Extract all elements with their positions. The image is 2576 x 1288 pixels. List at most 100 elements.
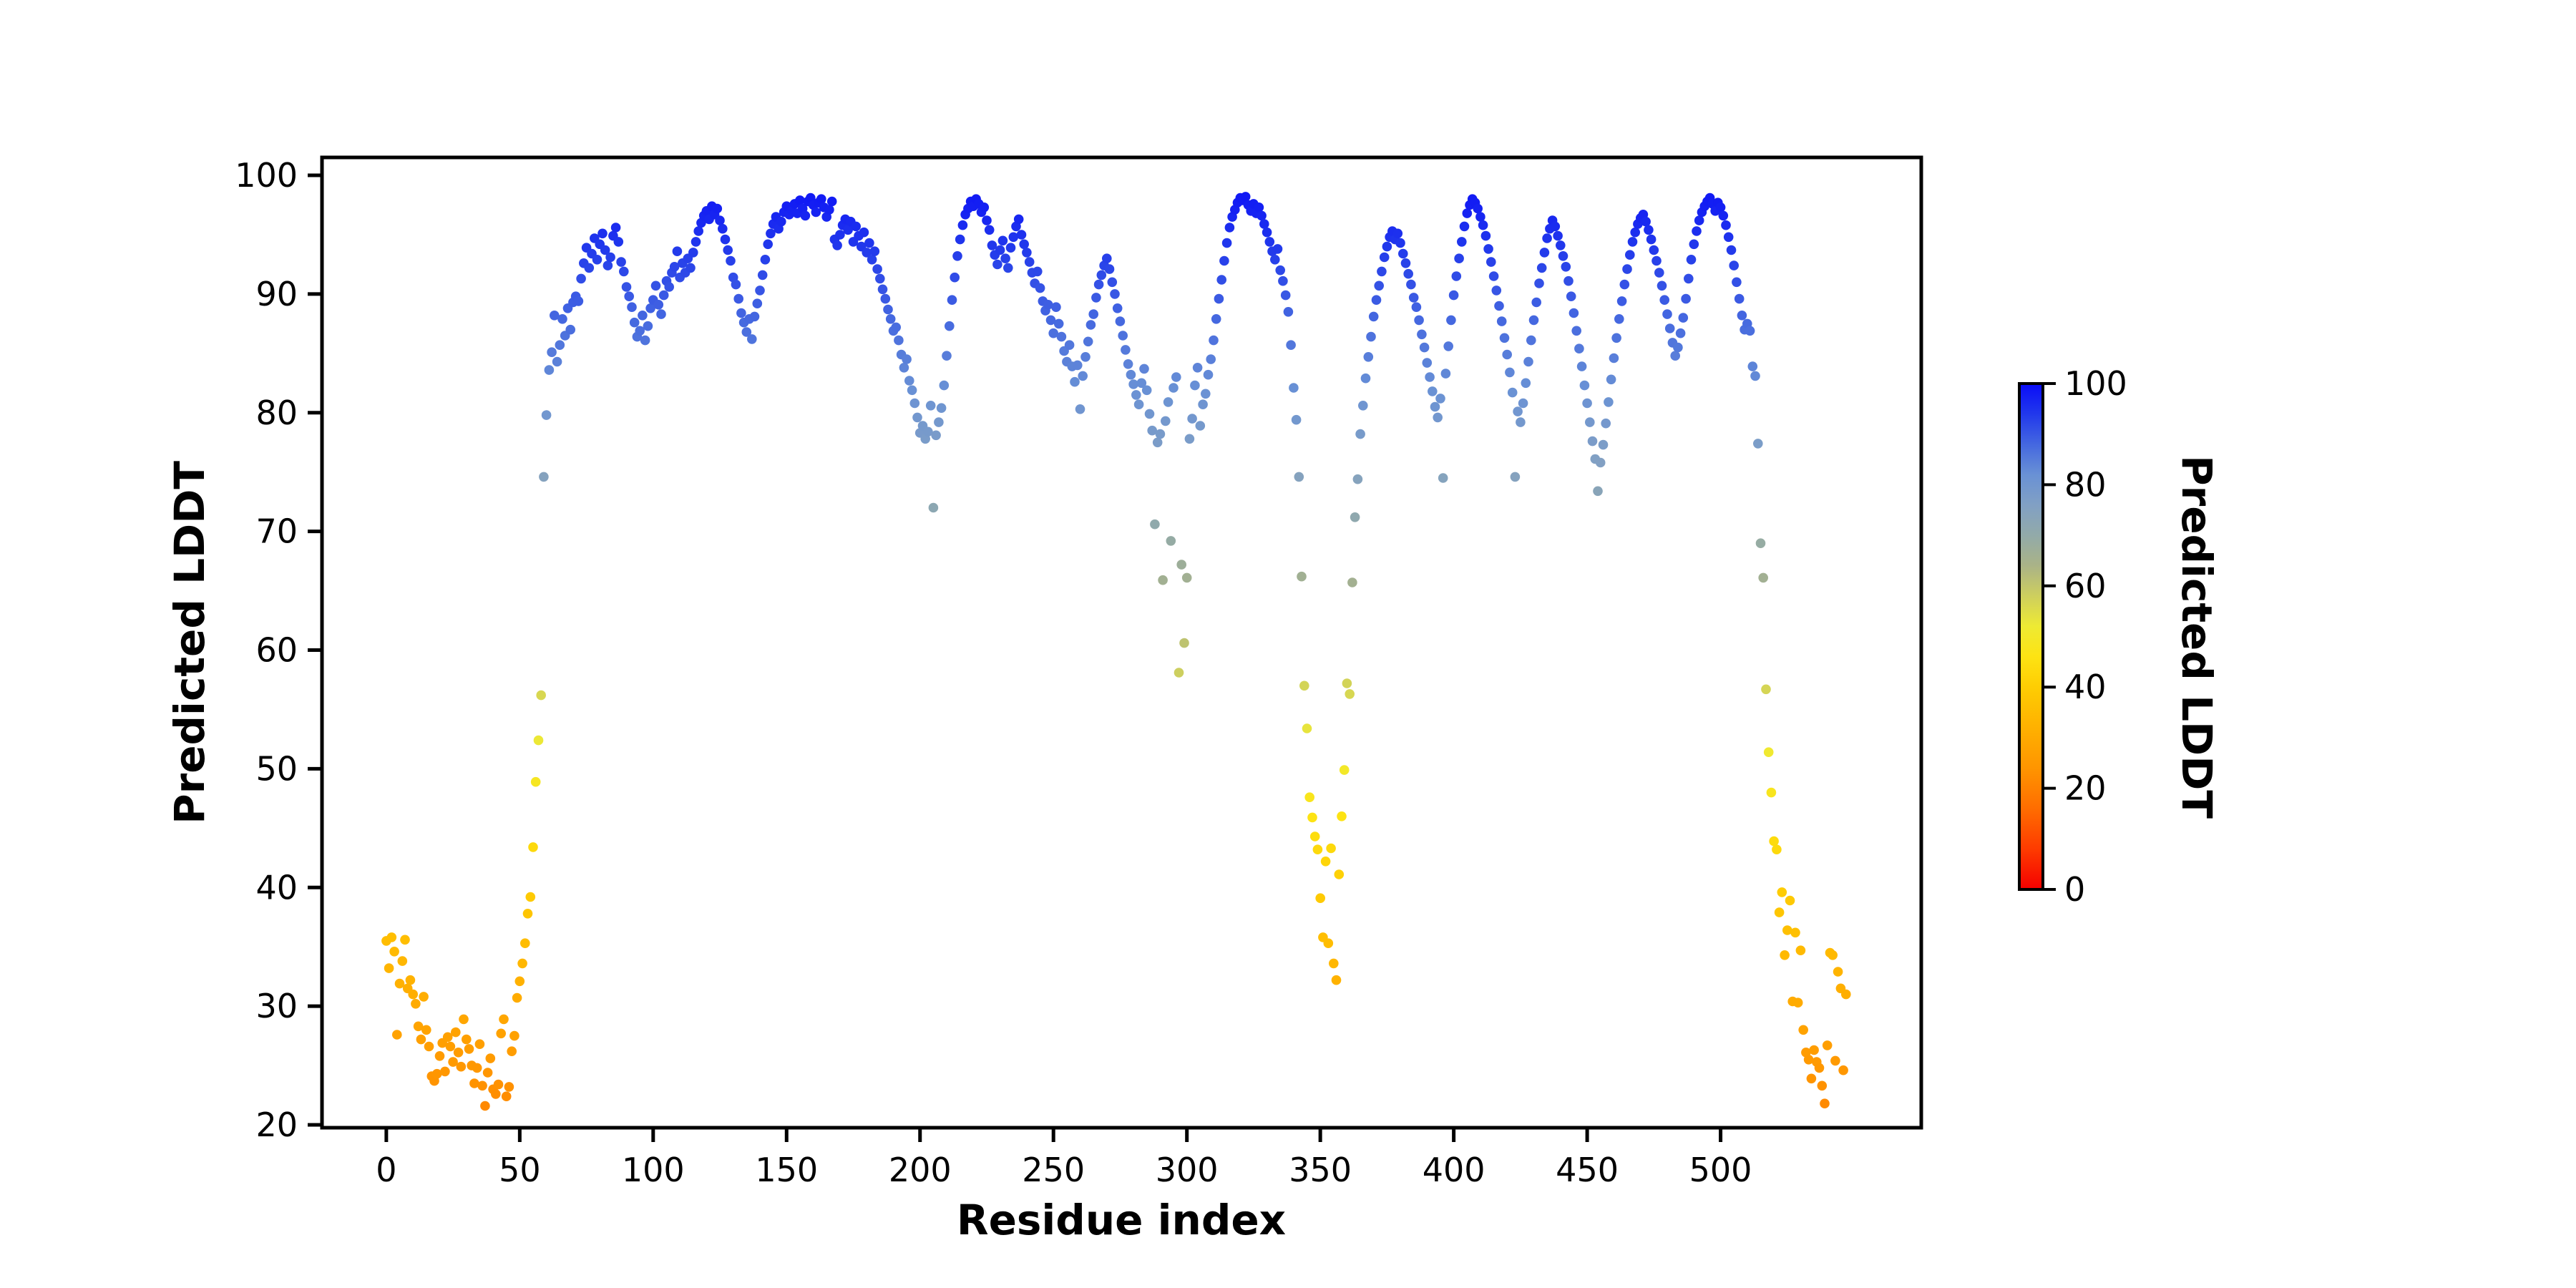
data-point — [1822, 1040, 1833, 1050]
data-point — [760, 255, 771, 265]
data-point — [1563, 275, 1574, 286]
data-point — [755, 286, 765, 296]
data-point — [1302, 723, 1312, 733]
data-point — [766, 228, 776, 239]
data-point — [555, 340, 565, 351]
data-point — [653, 300, 664, 310]
colorbar — [2018, 382, 2044, 891]
data-point — [1417, 329, 1427, 340]
data-point — [1379, 252, 1390, 263]
data-point — [1131, 390, 1141, 400]
data-point — [629, 317, 640, 328]
data-point — [1352, 474, 1363, 484]
data-point — [1219, 255, 1229, 266]
data-point — [1329, 958, 1339, 969]
data-point — [610, 223, 621, 233]
data-point — [1400, 258, 1411, 268]
colorbar-tick-label: 100 — [2064, 364, 2127, 403]
data-point — [491, 1089, 501, 1099]
data-point — [1422, 358, 1433, 368]
data-point — [1297, 571, 1307, 582]
data-point — [1576, 361, 1587, 371]
data-point — [1536, 263, 1547, 273]
data-point — [1440, 369, 1451, 379]
data-point — [1209, 335, 1219, 346]
data-point — [979, 203, 990, 213]
data-point — [1179, 638, 1189, 648]
data-point — [672, 246, 683, 257]
data-point — [1139, 364, 1149, 374]
data-point — [1355, 429, 1365, 439]
data-point — [731, 279, 741, 290]
data-point — [1195, 421, 1206, 431]
data-point — [1488, 271, 1499, 281]
data-point — [499, 1014, 509, 1025]
data-point — [1155, 429, 1166, 439]
data-point — [643, 321, 653, 331]
data-point — [1345, 689, 1355, 699]
data-point — [645, 303, 655, 313]
data-point — [691, 237, 701, 247]
data-point — [928, 502, 939, 513]
data-point — [1806, 1073, 1817, 1084]
data-point — [664, 282, 674, 292]
data-point — [1425, 372, 1435, 382]
y-tick-label: 90 — [255, 275, 298, 313]
data-point — [1579, 380, 1590, 391]
data-point — [1078, 371, 1088, 381]
data-point — [832, 240, 842, 250]
colorbar-tick-label: 0 — [2064, 870, 2085, 909]
data-point — [843, 225, 853, 235]
data-point — [1678, 313, 1689, 323]
data-point — [1419, 342, 1430, 353]
data-point — [1339, 765, 1350, 775]
data-point — [397, 956, 408, 966]
data-point — [1772, 844, 1782, 854]
y-tick-label: 30 — [255, 987, 298, 1025]
data-point — [864, 238, 874, 248]
data-point — [1121, 345, 1131, 355]
data-point — [573, 296, 584, 306]
x-tick-label: 500 — [1689, 1151, 1752, 1189]
data-point — [1780, 950, 1790, 960]
data-point — [939, 380, 950, 391]
data-point — [1064, 340, 1075, 351]
data-point — [1141, 385, 1152, 396]
data-point — [501, 1091, 512, 1101]
data-point — [400, 935, 410, 945]
data-point — [1368, 311, 1379, 322]
data-point — [1684, 273, 1694, 284]
data-point — [947, 295, 957, 306]
data-point — [1833, 967, 1843, 977]
data-point — [1278, 275, 1288, 286]
data-point — [1473, 203, 1483, 214]
data-point — [1451, 271, 1462, 281]
data-point — [1286, 340, 1296, 351]
data-point — [826, 196, 837, 207]
data-point — [1158, 575, 1168, 585]
data-point — [496, 1028, 506, 1039]
data-point — [1556, 240, 1566, 250]
data-point — [1043, 300, 1053, 310]
data-point — [514, 976, 525, 987]
data-point — [1216, 275, 1226, 285]
data-point — [1611, 333, 1621, 343]
data-point — [1774, 907, 1785, 917]
y-tick-label: 100 — [235, 156, 298, 195]
data-point — [942, 351, 952, 361]
data-point — [1045, 315, 1056, 326]
y-tick-label: 70 — [255, 512, 298, 551]
data-point — [1320, 857, 1331, 867]
data-point — [1542, 233, 1552, 243]
colorbar-tick-label: 20 — [2064, 769, 2107, 808]
y-tick-label: 40 — [255, 868, 298, 907]
data-point — [872, 264, 882, 274]
data-point — [1048, 328, 1058, 338]
data-point — [955, 234, 965, 245]
data-point — [1331, 975, 1342, 985]
data-point — [1499, 333, 1510, 343]
data-point — [726, 255, 736, 266]
data-point — [1102, 253, 1112, 264]
data-point — [1000, 253, 1010, 264]
data-point — [931, 430, 941, 441]
